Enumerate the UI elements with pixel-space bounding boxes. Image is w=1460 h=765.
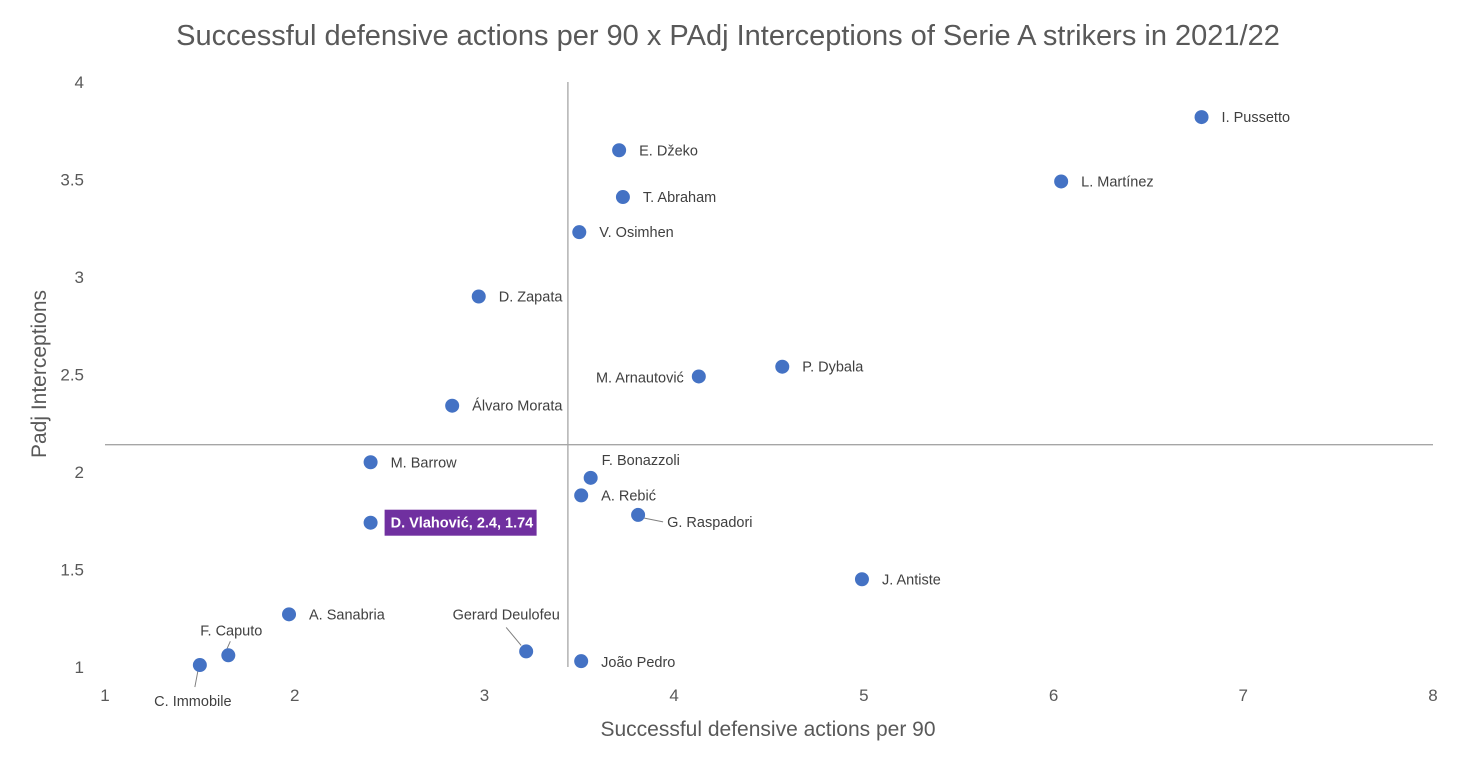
point-label: G. Raspadori	[667, 515, 752, 531]
scatter-point	[221, 648, 236, 663]
y-axis-title: Padj Interceptions	[28, 290, 51, 458]
point-label: Álvaro Morata	[472, 398, 563, 415]
y-tick-label: 1.5	[60, 561, 84, 580]
point-label: J. Antiste	[882, 572, 941, 588]
scatter-point	[445, 398, 460, 413]
scatter-point	[775, 359, 790, 374]
scatter-point	[854, 572, 869, 587]
scatter-point	[282, 607, 297, 622]
point-label: L. Martínez	[1081, 174, 1154, 190]
y-tick-label: 3	[75, 268, 84, 287]
x-tick-label: 2	[290, 686, 299, 705]
point-label: M. Arnautović	[596, 370, 684, 386]
scatter-point	[519, 644, 534, 659]
scatter-point	[192, 658, 207, 673]
scatter-point	[1194, 110, 1209, 125]
point-label: João Pedro	[601, 655, 675, 671]
y-tick-label: 1	[75, 658, 84, 677]
scatter-point	[471, 289, 486, 304]
scatter-point	[583, 470, 598, 485]
x-tick-label: 1	[100, 686, 109, 705]
y-tick-label: 3.5	[60, 171, 84, 190]
scatter-point	[691, 369, 706, 384]
x-axis-title: Successful defensive actions per 90	[600, 718, 935, 741]
highlight-point-label: D. Vlahović, 2.4, 1.74	[391, 516, 534, 532]
point-label: V. Osimhen	[599, 225, 673, 241]
scatter-point	[572, 225, 587, 240]
x-tick-label: 6	[1049, 686, 1058, 705]
x-tick-label: 4	[669, 686, 678, 705]
scatter-point	[1054, 174, 1069, 189]
label-leader-line	[642, 517, 664, 523]
point-label: I. Pussetto	[1222, 110, 1291, 126]
scatter-point	[574, 654, 589, 669]
scatter-point	[363, 455, 378, 470]
x-tick-label: 5	[859, 686, 868, 705]
label-leader-line	[194, 670, 199, 688]
point-label: E. Džeko	[639, 143, 698, 159]
point-label: Gerard Deulofeu	[453, 607, 560, 623]
chart-title: Successful defensive actions per 90 x PA…	[176, 20, 1280, 52]
scatter-point	[615, 190, 630, 205]
plot-area: 1 2 3 4 5 6 7 8 1 1.5 2 2.5 3 3.5 4 I. Pussetto L. Martí…	[60, 73, 1437, 710]
x-tick-label: 8	[1428, 686, 1437, 705]
y-tick-label: 4	[75, 73, 84, 92]
scatter-point	[574, 488, 589, 503]
point-label: P. Dybala	[802, 360, 864, 376]
highlight-label-box	[384, 509, 537, 536]
y-tick-label: 2	[75, 463, 84, 482]
point-label: T. Abraham	[643, 190, 716, 206]
point-label: D. Zapata	[499, 290, 564, 306]
scatter-point	[631, 507, 646, 522]
point-label: F. Bonazzoli	[602, 453, 680, 469]
point-label: A. Rebić	[601, 488, 656, 504]
point-label: C. Immobile	[154, 694, 231, 710]
scatter-point	[363, 515, 378, 530]
scatter-point	[612, 143, 627, 158]
y-tick-label: 2.5	[60, 366, 84, 385]
point-label: M. Barrow	[391, 455, 458, 471]
x-tick-label: 7	[1239, 686, 1248, 705]
x-tick-label: 3	[480, 686, 489, 705]
point-label: F. Caputo	[200, 623, 262, 639]
label-leader-line	[505, 627, 522, 646]
point-label: A. Sanabria	[309, 607, 386, 623]
